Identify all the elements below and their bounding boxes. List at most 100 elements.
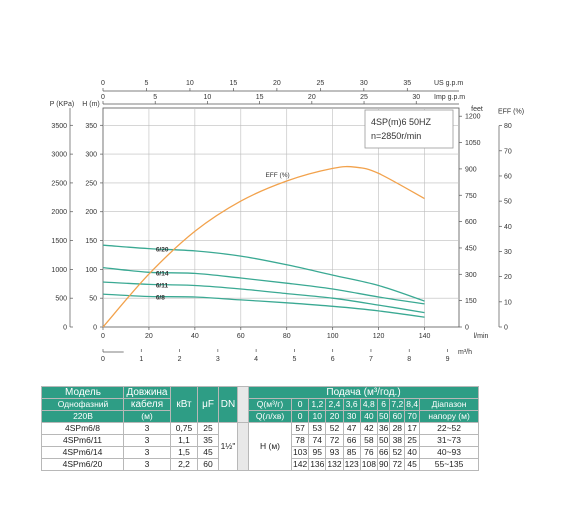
cell-value: 53 [308,422,327,435]
curve-6-8 [102,293,425,318]
th-l-1: 10 [308,410,327,423]
cell-kw: 1,5 [170,446,198,459]
curve-6-14 [102,266,425,305]
th-q-5: 6 [376,398,391,411]
cell-value: 50 [376,434,391,447]
axis-label-head: H (m) [82,101,100,108]
curve-label-eff: EFF (%) [265,172,289,179]
tick-label-imp: 25 [360,94,368,101]
tick-label-pressure: 500 [55,296,67,303]
th-cable: Довжина [123,386,171,399]
tick-label-head: 200 [85,209,97,216]
th-cable-m: (м) [123,410,171,423]
curve-label-6-11: 6/11 [156,282,169,289]
cell-value: 136 [308,458,327,471]
table-row: 4SPm6/14 3 1,5 45 103 95 93 85 76 66 52 … [41,446,480,459]
tick-label-pressure: 0 [63,325,67,332]
th-dn: DN [218,386,238,423]
th-q-7: 8,4 [404,398,421,411]
cell-model: 4SPm6/8 [41,422,124,435]
curve-6-11 [102,281,425,314]
tick-label-eff: 10 [504,299,512,306]
cell-value: 95 [308,446,327,459]
th-l-3: 30 [342,410,361,423]
axis-label-lmin: l/min [474,333,489,340]
tick-label-m3h: 8 [407,356,411,363]
table-row: 4SPm6/8 3 0,75 25 1½" H (м) 57 53 52 47 … [41,422,480,471]
tick-label-us: 0 [101,80,105,87]
cell-value: 78 [290,434,310,447]
th-q-3: 3,6 [342,398,361,411]
cell-range: 31~73 [419,434,480,447]
performance-table: Модель Довжина кВт μF DN Подача (м³/год.… [41,386,480,471]
cell-value: 74 [308,434,327,447]
cell-value: 36 [376,422,391,435]
th-q-m3: Q(м³/г) [248,398,292,411]
tick-label-pressure: 1000 [51,267,67,274]
curve-eff- [102,165,425,328]
curve-6-20 [102,244,425,302]
cell-range: 40~93 [419,446,480,459]
tick-label-feet: 600 [465,219,477,226]
th-q-0: 0 [290,398,310,411]
tick-label-head: 50 [89,296,97,303]
tick-label-eff: 20 [504,274,512,281]
tick-label-us: 5 [145,80,149,87]
tick-label-head: 250 [85,180,97,187]
cell-value: 85 [342,446,361,459]
table-strip-body [237,422,249,471]
tick-label-feet: 0 [465,325,469,332]
cell-value: 47 [342,422,361,435]
tick-label-lmin: 40 [191,333,199,340]
cell-value: 72 [389,458,406,471]
tick-label-imp: 20 [308,94,316,101]
cell-model: 4SPm6/11 [41,434,124,447]
th-range-unit: напору (м) [419,410,480,423]
tick-label-eff: 40 [504,224,512,231]
cell-value: 45 [404,458,421,471]
chart-curves [102,165,425,328]
tick-label-imp: 0 [101,94,105,101]
tick-label-head: 100 [85,267,97,274]
tick-label-eff: 30 [504,249,512,256]
th-q-lmin: Q(л/хв) [248,410,292,423]
cell-value: 52 [325,422,344,435]
cell-head-label: H (м) [248,422,292,471]
plot-frame [102,107,460,328]
cell-model: 4SPm6/14 [41,446,124,459]
cell-value: 28 [389,422,406,435]
cell-value: 72 [325,434,344,447]
cell-value: 66 [376,446,391,459]
tick-label-feet: 750 [465,193,477,200]
cell-model: 4SPm6/20 [41,458,124,471]
th-flow: Подача (м³/год.) [247,386,480,399]
tick-label-m3h: 1 [139,356,143,363]
cell-kw: 2,2 [170,458,198,471]
tick-label-m3h: 0 [101,356,105,363]
th-uf: μF [197,386,219,423]
table-row: 4SPm6/20 3 2,2 60 142 136 132 123 108 90… [41,458,480,471]
tick-label-m3h: 9 [446,356,450,363]
cell-kw: 0,75 [170,422,198,435]
curve-label-6-8: 6/8 [156,294,165,301]
tick-label-eff: 70 [504,148,512,155]
tick-label-us: 30 [360,80,368,87]
tick-label-eff: 80 [504,123,512,130]
pump-performance-chart: 0 20 40 60 80 100 120 140 l/min05010015020025030… [50,80,524,363]
chart-labels: 6/20 6/14 6/11 6/8 EFF (%) [156,172,290,301]
table-row: 4SPm6/11 3 1,1 35 78 74 72 66 58 50 38 2… [41,434,480,447]
th-l-4: 40 [359,410,378,423]
cell-value: 57 [290,422,310,435]
tick-label-m3h: 4 [254,356,258,363]
tick-label-lmin: 0 [101,333,105,340]
cell-range: 22~52 [419,422,480,435]
cell-value: 38 [389,434,406,447]
tick-label-m3h: 7 [369,356,373,363]
th-q-6: 7,2 [389,398,406,411]
tick-label-imp: 5 [153,94,157,101]
cell-range: 55~135 [419,458,480,471]
cell-value: 76 [359,446,378,459]
tick-label-feet: 150 [465,298,477,305]
axis-label-pressure: P (KPa) [50,101,74,108]
tick-label-head: 300 [85,152,97,159]
